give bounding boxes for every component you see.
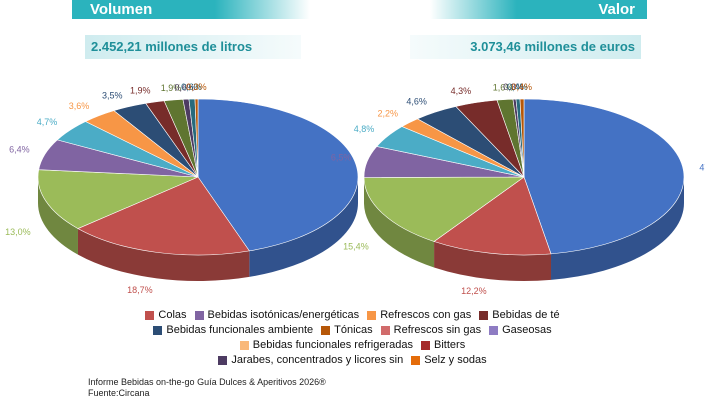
data-label: 0,3% — [186, 82, 207, 92]
legend-swatch — [194, 311, 204, 320]
header-valor: Valor — [430, 0, 647, 19]
pie-slice — [37, 169, 199, 229]
legend-row: Colas Bebidas isotónicas/energéticas Refre… — [0, 308, 705, 323]
legend-swatch — [239, 341, 249, 350]
pie-slice — [363, 176, 525, 242]
footer-source: Fuente:Circana — [88, 388, 150, 398]
legend-swatch — [489, 326, 499, 335]
legend-label: Bitters — [434, 339, 466, 351]
pie-slice — [433, 176, 552, 256]
pie-slice-side — [434, 241, 552, 281]
legend-item: Colas — [145, 308, 187, 323]
legend-row: Bebidas funcionales refrigeradas Bitters — [0, 338, 705, 353]
total-volumen: 2.452,21 millones de litros — [85, 35, 301, 59]
data-label: 18,7% — [127, 285, 153, 295]
data-label: 0,6% — [174, 82, 195, 92]
legend-item: Refrescos con gas — [367, 308, 471, 323]
data-label: 1,6% — [493, 83, 514, 93]
legend-item: Bebidas de té — [479, 308, 560, 323]
pie-slice-side — [77, 228, 250, 281]
pie-slice — [197, 98, 359, 252]
data-label: 4,6% — [406, 97, 427, 107]
legend-swatch — [367, 311, 377, 320]
data-label: 47,3% — [699, 163, 705, 173]
legend-label: Colas — [158, 309, 187, 321]
data-label: 0,4% — [507, 82, 528, 92]
data-label: 0,4% — [512, 82, 533, 92]
pie-slice — [77, 176, 250, 256]
data-label: 3,5% — [102, 90, 123, 100]
data-label: 4,8% — [354, 124, 375, 134]
legend-item: Bebidas funcionales refrigeradas — [239, 338, 414, 353]
legend-swatch — [321, 326, 331, 335]
data-label: 1,9% — [130, 85, 151, 95]
legend-item: Jarabes, concentrados y licores sin — [218, 353, 403, 368]
legend-label: Refrescos con gas — [380, 309, 472, 321]
total-valor: 3.073,46 millones de euros — [410, 35, 641, 59]
legend-label: Bebidas isotónicas/energéticas — [207, 309, 360, 321]
data-label: 15,4% — [343, 241, 369, 251]
legend-swatch — [153, 326, 163, 335]
legend-swatch — [380, 326, 390, 335]
pie-chart-valor: 47,3% 12,2% 15,4% 6,5% 4,8%2,2% 4,6% 4,3% 1,6%0… — [331, 82, 705, 296]
legend-item: Bebidas funcionales ambiente — [153, 323, 313, 338]
legend-item: Refrescos sin gas — [380, 323, 482, 338]
pie-slice-side — [364, 177, 435, 268]
legend-row: Bebidas funcionales ambiente Tónicas Refre… — [0, 323, 705, 338]
legend-swatch — [411, 356, 421, 365]
pie-slice — [523, 98, 685, 255]
legend-label: Bebidas de té — [492, 309, 560, 321]
data-label: 6,4% — [9, 144, 30, 154]
legend-swatch — [145, 311, 155, 320]
legend: Colas Bebidas isotónicas/energéticas Refre… — [0, 308, 705, 368]
pie-slice-side — [249, 177, 358, 277]
legend-label: Refrescos sin gas — [393, 324, 482, 336]
data-label: 4,7% — [37, 117, 58, 127]
data-label: 13,0% — [5, 227, 31, 237]
legend-label: Tónicas — [334, 324, 373, 336]
legend-item: Bitters — [421, 338, 465, 353]
legend-item: Gaseosas — [489, 323, 552, 338]
data-label: 0,3% — [503, 82, 524, 92]
pie-chart-volumen: 44,8%18,7%13,0%6,4%4,7%3,6%3,5%1,9%1,9%0… — [5, 82, 397, 295]
legend-swatch — [218, 356, 228, 365]
legend-row: Jarabes, concentrados y licores sin Selz … — [0, 353, 705, 368]
data-label: 3,6% — [69, 101, 90, 111]
pie-slice-side — [38, 177, 78, 255]
data-label: 6,5% — [331, 153, 352, 163]
data-label: 1,9% — [161, 83, 182, 93]
legend-label: Bebidas funcionales ambiente — [166, 324, 314, 336]
pie-slice-side — [551, 177, 684, 280]
pie-charts: 44,8%18,7%13,0%6,4%4,7%3,6%3,5%1,9%1,9%0… — [5, 82, 705, 296]
data-label: 0,6% — [181, 82, 202, 92]
data-label: 4,3% — [451, 86, 472, 96]
legend-label: Gaseosas — [502, 324, 552, 336]
legend-label: Bebidas funcionales refrigeradas — [252, 339, 414, 351]
pie-slice — [194, 98, 199, 178]
legend-label: Jarabes, concentrados y licores sin — [231, 354, 404, 366]
legend-swatch — [479, 311, 489, 320]
legend-item: Selz y sodas — [411, 353, 487, 368]
legend-item: Bebidas isotónicas/energéticas — [194, 308, 360, 323]
header-volumen: Volumen — [72, 0, 310, 19]
footer-source-report: Informe Bebidas on-the-go Guía Dulces & … — [88, 377, 326, 387]
pie-slice — [519, 98, 525, 178]
data-label: 12,2% — [461, 286, 487, 296]
legend-label: Selz y sodas — [424, 354, 487, 366]
legend-item: Tónicas — [321, 323, 373, 338]
legend-swatch — [421, 341, 431, 350]
data-label: 2,2% — [377, 109, 398, 119]
